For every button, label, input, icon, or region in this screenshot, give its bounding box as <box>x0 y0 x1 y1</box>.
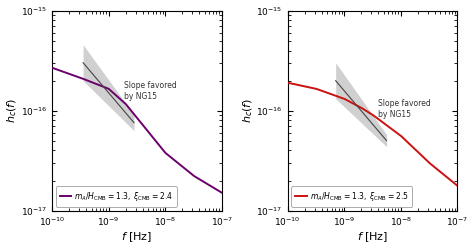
X-axis label: $f$ [Hz]: $f$ [Hz] <box>121 231 152 244</box>
Text: Slope favored
by NG15: Slope favored by NG15 <box>378 99 431 119</box>
Legend: $m_A/H_{\mathrm{CMB}} = 1.3,\; \xi_{\mathrm{CMB}} = 2.4$: $m_A/H_{\mathrm{CMB}} = 1.3,\; \xi_{\mat… <box>56 186 177 207</box>
X-axis label: $f$ [Hz]: $f$ [Hz] <box>357 231 388 244</box>
Legend: $m_A/H_{\mathrm{CMB}} = 1.3,\; \xi_{\mathrm{CMB}} = 2.5$: $m_A/H_{\mathrm{CMB}} = 1.3,\; \xi_{\mat… <box>292 186 412 207</box>
Text: Slope favored
by NG15: Slope favored by NG15 <box>124 81 177 102</box>
Y-axis label: $h_c(f)$: $h_c(f)$ <box>241 98 255 123</box>
Y-axis label: $h_c(f)$: $h_c(f)$ <box>6 98 19 123</box>
